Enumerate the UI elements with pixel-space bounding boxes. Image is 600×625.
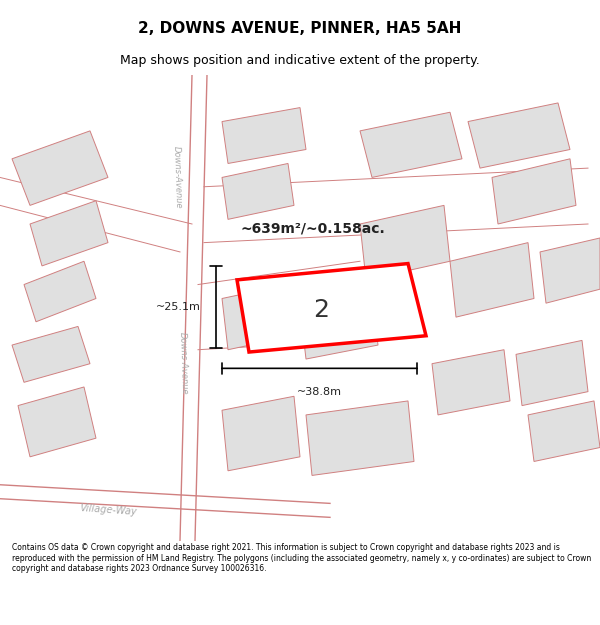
Polygon shape: [12, 326, 90, 382]
Text: ~38.8m: ~38.8m: [297, 387, 342, 397]
Polygon shape: [237, 264, 426, 352]
Polygon shape: [492, 159, 576, 224]
Text: Contains OS data © Crown copyright and database right 2021. This information is : Contains OS data © Crown copyright and d…: [12, 543, 591, 573]
Polygon shape: [540, 238, 600, 303]
Polygon shape: [360, 206, 450, 280]
Text: ~25.1m: ~25.1m: [156, 302, 201, 312]
Polygon shape: [528, 401, 600, 461]
Polygon shape: [222, 284, 294, 350]
Polygon shape: [360, 112, 462, 178]
Polygon shape: [300, 294, 378, 359]
Text: 2, DOWNS AVENUE, PINNER, HA5 5AH: 2, DOWNS AVENUE, PINNER, HA5 5AH: [139, 21, 461, 36]
Text: Village-Way: Village-Way: [79, 503, 137, 518]
Polygon shape: [432, 350, 510, 415]
Polygon shape: [450, 242, 534, 317]
Text: 2: 2: [313, 298, 329, 322]
Polygon shape: [30, 201, 108, 266]
Text: ~639m²/~0.158ac.: ~639m²/~0.158ac.: [240, 222, 385, 236]
Polygon shape: [222, 107, 306, 164]
Polygon shape: [24, 261, 96, 322]
Polygon shape: [222, 396, 300, 471]
Polygon shape: [306, 401, 414, 476]
Polygon shape: [222, 164, 294, 219]
Polygon shape: [18, 387, 96, 457]
Polygon shape: [12, 131, 108, 206]
Text: Downs-Avenue: Downs-Avenue: [172, 146, 182, 209]
Text: Map shows position and indicative extent of the property.: Map shows position and indicative extent…: [120, 54, 480, 67]
Polygon shape: [468, 103, 570, 168]
Text: Downs-Avenue: Downs-Avenue: [178, 332, 188, 395]
Polygon shape: [516, 341, 588, 406]
